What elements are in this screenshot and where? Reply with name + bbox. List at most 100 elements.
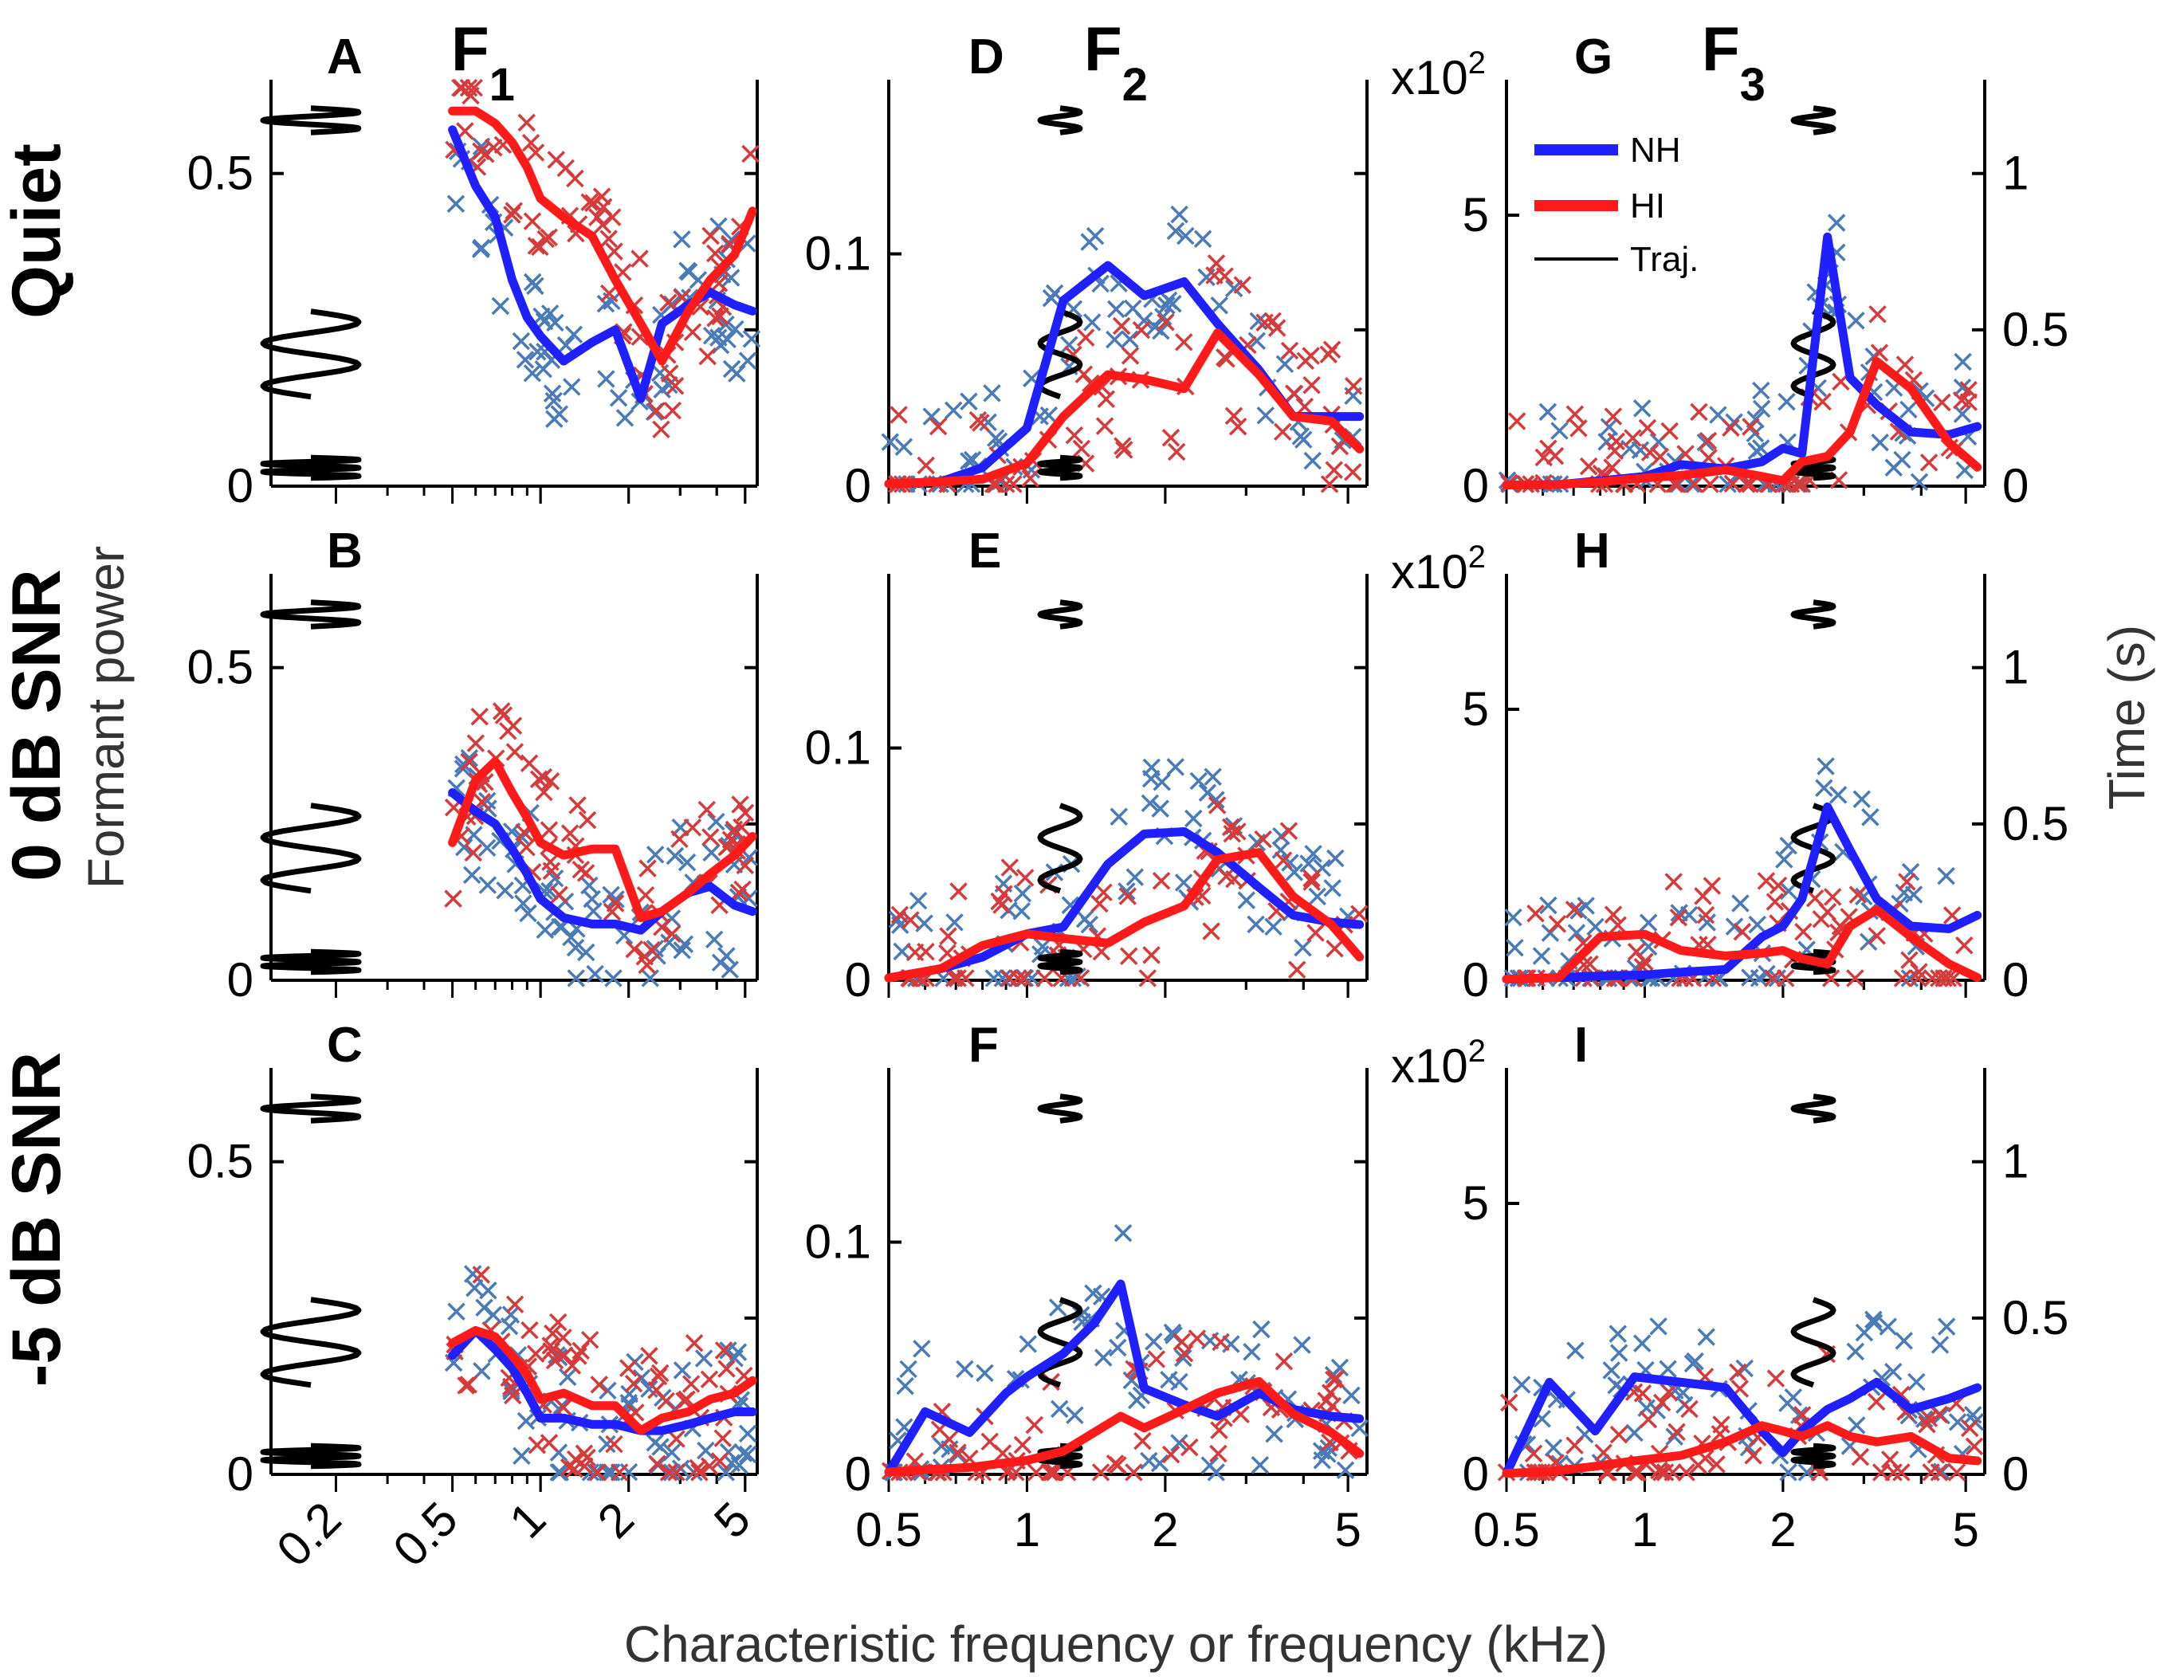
scatter-point xyxy=(1128,1391,1146,1410)
scatter-point xyxy=(1861,808,1880,826)
scatter-point xyxy=(593,215,612,234)
scatter-point xyxy=(1272,826,1290,846)
scatter-point xyxy=(1581,955,1599,974)
scatter-point xyxy=(1952,391,1971,410)
scatter-point xyxy=(929,417,948,436)
scatter-point xyxy=(1652,1393,1671,1412)
trajectory xyxy=(1037,599,1083,630)
scatter-point xyxy=(512,332,531,351)
scatter-point xyxy=(1274,851,1293,869)
scatter-point xyxy=(1138,969,1157,987)
panel-B: B 0 0.5 xyxy=(187,524,759,1007)
trajectory xyxy=(1037,803,1083,894)
scatter-point xyxy=(707,812,725,831)
scatter-point xyxy=(576,864,595,882)
time-tick-label: 1 xyxy=(2002,641,2029,694)
scatter-point xyxy=(605,242,623,261)
scatter-point xyxy=(1639,913,1658,932)
scatter-point xyxy=(1901,862,1920,881)
scatter-point xyxy=(1548,915,1567,933)
scatter-point xyxy=(1829,786,1848,804)
panel-letter-H: H xyxy=(1574,524,1610,579)
scatter-point xyxy=(1847,312,1865,330)
scatter-point xyxy=(709,328,728,347)
scatter-point xyxy=(1344,463,1362,481)
scatter-point xyxy=(1210,1421,1228,1439)
scatter-point xyxy=(1868,927,1886,945)
scatter-point xyxy=(698,347,717,366)
trajectory xyxy=(1037,1093,1083,1124)
scatter-point xyxy=(652,420,670,439)
scatter-point xyxy=(725,1349,744,1368)
scatter-point xyxy=(945,913,964,932)
scatter-point xyxy=(588,208,607,226)
scatter-point xyxy=(678,1390,696,1409)
scatter-point xyxy=(972,414,990,432)
scatter-point xyxy=(736,856,755,875)
scatter-point xyxy=(1233,276,1251,294)
scatter-point xyxy=(1526,904,1545,923)
scatter-point xyxy=(1275,355,1294,374)
scatter-point xyxy=(683,323,702,341)
scatter-point xyxy=(1910,473,1929,492)
time-tick-label: 0 xyxy=(2002,1447,2029,1501)
scatter-point xyxy=(1142,946,1161,964)
scatter-point xyxy=(990,892,1008,911)
scatter-point xyxy=(580,193,599,211)
scatter-point xyxy=(590,1376,609,1394)
scatter-point xyxy=(1776,969,1795,987)
scatter-point xyxy=(939,927,957,945)
scatter-point xyxy=(517,838,536,857)
scatter-point xyxy=(1060,336,1078,355)
trajectory xyxy=(260,1443,362,1470)
scatter-point xyxy=(1114,1223,1133,1242)
scatter-point xyxy=(1565,1436,1584,1454)
scatter-point xyxy=(1287,960,1306,979)
scatter-point xyxy=(1166,222,1185,241)
scatter-point xyxy=(726,320,744,339)
scatter-point xyxy=(584,194,603,212)
scatter-point xyxy=(1669,909,1688,927)
scatter-point xyxy=(586,1463,605,1482)
scatter-point xyxy=(1846,1342,1865,1361)
scatter-point xyxy=(1794,922,1813,941)
scatter-point xyxy=(917,456,935,475)
scatter-point xyxy=(706,308,725,328)
scatter-point xyxy=(566,169,584,188)
scatter-point xyxy=(673,1361,692,1380)
scatter-point xyxy=(609,389,628,407)
scatter-point xyxy=(1930,1405,1948,1424)
scatter-point xyxy=(521,133,540,152)
scatter-point xyxy=(492,702,511,720)
scatter-point xyxy=(1304,845,1322,863)
scatter-point xyxy=(1021,469,1039,488)
scatter-point xyxy=(1823,888,1842,906)
scatter-point xyxy=(1161,429,1180,447)
scatter-point xyxy=(567,969,585,987)
scatter-point xyxy=(1336,1461,1355,1479)
scatter-point xyxy=(1299,854,1318,873)
scatter-point xyxy=(890,406,908,424)
scatter-point xyxy=(1094,1348,1113,1367)
scatter-point xyxy=(678,853,697,872)
scatter-point xyxy=(1042,289,1061,308)
scatter-point xyxy=(577,943,595,962)
scatter-point xyxy=(734,1444,753,1462)
scatter-point xyxy=(459,1376,477,1394)
scatter-point xyxy=(575,1444,594,1462)
scatter-point xyxy=(472,142,490,161)
scatter-point xyxy=(641,969,660,987)
scatter-point xyxy=(659,293,678,312)
scatter-point xyxy=(473,1362,491,1380)
scatter-point xyxy=(594,198,613,216)
legend: NH HI Traj. xyxy=(1534,131,1699,279)
scatter-point xyxy=(1679,905,1699,924)
x-tick-label: 0.5 xyxy=(383,1492,467,1576)
trajectory xyxy=(260,599,362,630)
scatter-point xyxy=(700,1457,719,1475)
scatter-point xyxy=(1112,316,1131,336)
scatter-point xyxy=(1660,422,1679,441)
scatter-point xyxy=(1264,917,1283,936)
scatter-point xyxy=(1955,936,1974,955)
